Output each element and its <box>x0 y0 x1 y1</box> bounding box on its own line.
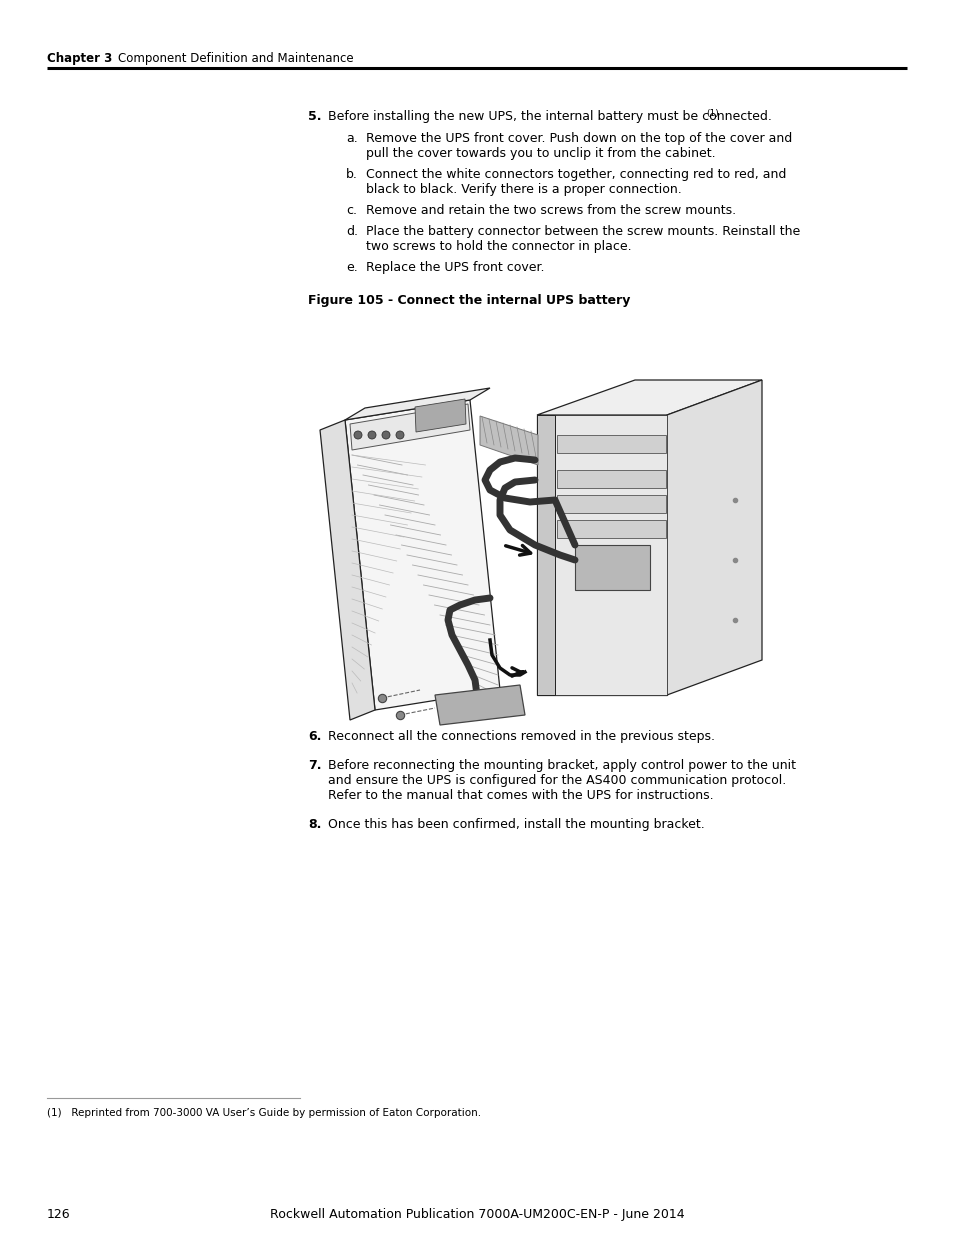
Polygon shape <box>537 380 761 415</box>
Circle shape <box>381 431 390 438</box>
Text: Replace the UPS front cover.: Replace the UPS front cover. <box>366 261 544 274</box>
Polygon shape <box>575 545 649 590</box>
Text: 7.: 7. <box>308 760 321 772</box>
Polygon shape <box>557 520 665 538</box>
Text: 8.: 8. <box>308 818 321 831</box>
Text: Component Definition and Maintenance: Component Definition and Maintenance <box>118 52 354 65</box>
Polygon shape <box>555 415 666 695</box>
Text: Remove the UPS front cover. Push down on the top of the cover and: Remove the UPS front cover. Push down on… <box>366 132 791 144</box>
Text: Connect the white connectors together, connecting red to red, and: Connect the white connectors together, c… <box>366 168 785 182</box>
Text: Reconnect all the connections removed in the previous steps.: Reconnect all the connections removed in… <box>328 730 714 743</box>
Text: c.: c. <box>346 204 356 217</box>
Polygon shape <box>537 415 666 695</box>
Text: (1): (1) <box>705 109 718 119</box>
Circle shape <box>395 431 403 438</box>
Text: Figure 105 - Connect the internal UPS battery: Figure 105 - Connect the internal UPS ba… <box>308 294 630 308</box>
Text: Chapter 3: Chapter 3 <box>47 52 112 65</box>
Text: Once this has been confirmed, install the mounting bracket.: Once this has been confirmed, install th… <box>328 818 704 831</box>
Text: (1)   Reprinted from 700-3000 VA User’s Guide by permission of Eaton Corporation: (1) Reprinted from 700-3000 VA User’s Gu… <box>47 1108 480 1118</box>
Text: pull the cover towards you to unclip it from the cabinet.: pull the cover towards you to unclip it … <box>366 147 715 161</box>
Text: Rockwell Automation Publication 7000A-UM200C-EN-P - June 2014: Rockwell Automation Publication 7000A-UM… <box>270 1208 683 1221</box>
Circle shape <box>368 431 375 438</box>
Text: Place the battery connector between the screw mounts. Reinstall the: Place the battery connector between the … <box>366 225 800 238</box>
Circle shape <box>354 431 361 438</box>
Text: Refer to the manual that comes with the UPS for instructions.: Refer to the manual that comes with the … <box>328 789 713 802</box>
Text: 126: 126 <box>47 1208 71 1221</box>
Polygon shape <box>557 471 665 488</box>
Text: Remove and retain the two screws from the screw mounts.: Remove and retain the two screws from th… <box>366 204 736 217</box>
Polygon shape <box>345 400 499 710</box>
Polygon shape <box>666 380 761 695</box>
Polygon shape <box>435 685 524 725</box>
Text: e.: e. <box>346 261 357 274</box>
Polygon shape <box>415 399 465 432</box>
Text: two screws to hold the connector in place.: two screws to hold the connector in plac… <box>366 240 631 253</box>
Polygon shape <box>345 388 490 420</box>
Text: 6.: 6. <box>308 730 321 743</box>
Text: and ensure the UPS is configured for the AS400 communication protocol.: and ensure the UPS is configured for the… <box>328 774 785 787</box>
Text: d.: d. <box>346 225 357 238</box>
Polygon shape <box>479 416 537 466</box>
Text: Before installing the new UPS, the internal battery must be connected.: Before installing the new UPS, the inter… <box>328 110 771 124</box>
Polygon shape <box>350 404 470 450</box>
Polygon shape <box>557 495 665 513</box>
Polygon shape <box>537 415 555 695</box>
Text: b.: b. <box>346 168 357 182</box>
Polygon shape <box>557 435 665 453</box>
Text: Before reconnecting the mounting bracket, apply control power to the unit: Before reconnecting the mounting bracket… <box>328 760 795 772</box>
Text: a.: a. <box>346 132 357 144</box>
Polygon shape <box>319 420 375 720</box>
Text: black to black. Verify there is a proper connection.: black to black. Verify there is a proper… <box>366 183 681 196</box>
Text: 5.: 5. <box>308 110 321 124</box>
